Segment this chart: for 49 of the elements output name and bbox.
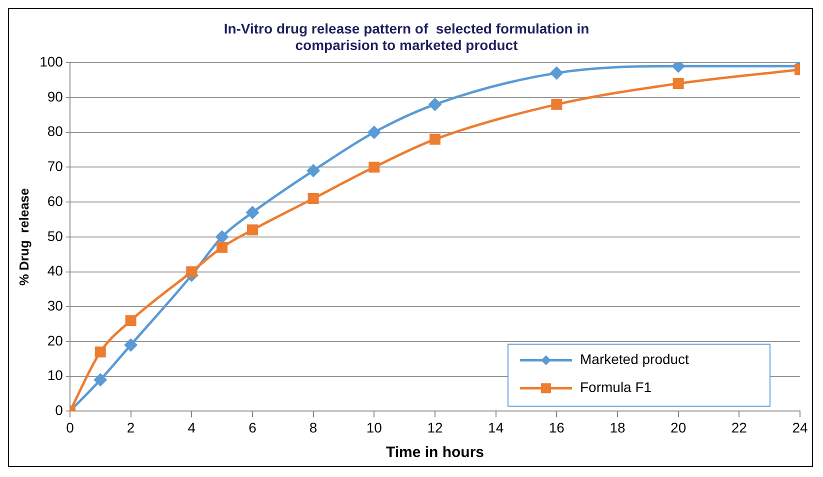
point <box>94 374 107 386</box>
point <box>216 230 228 244</box>
y-tick-label: 80 <box>47 123 64 140</box>
point <box>672 62 685 72</box>
point <box>550 66 563 80</box>
x-tick-label: 10 <box>366 419 382 436</box>
x-tick-label: 0 <box>66 419 74 436</box>
x-tick-label: 18 <box>610 419 626 436</box>
text: In-Vitro drug release pattern of selected formulation in <box>224 20 590 36</box>
x-axis-title: Time in hours <box>386 444 484 462</box>
legend-label: Formula F1 <box>580 379 652 396</box>
point <box>368 126 380 139</box>
y-axis-title: % Drug release <box>16 188 32 286</box>
point <box>429 134 440 145</box>
y-tick-label: 70 <box>47 158 64 174</box>
x-tick-label: 20 <box>670 419 686 436</box>
point <box>308 193 319 204</box>
point <box>124 338 138 352</box>
point <box>307 164 320 177</box>
y-tick-label: 90 <box>47 88 64 104</box>
text: comparision to marketed product <box>295 37 518 54</box>
y-tick-label: 50 <box>47 228 64 244</box>
point <box>368 162 380 173</box>
point <box>246 224 258 236</box>
y-tick-label: 60 <box>47 192 64 209</box>
point <box>94 346 106 358</box>
point <box>186 266 198 278</box>
y-tick-label: 0 <box>55 402 64 418</box>
x-tick-label: 14 <box>488 419 504 436</box>
y-tick-label: 20 <box>47 332 64 348</box>
point <box>551 98 562 110</box>
point <box>216 242 228 253</box>
x-tick-label: 8 <box>309 419 318 436</box>
x-tick-label: 6 <box>248 419 257 436</box>
legend-label: Marketed product <box>580 351 690 368</box>
y-tick-label: 30 <box>47 297 64 314</box>
y-tick-label: 100 <box>40 53 64 70</box>
x-tick-label: 16 <box>548 419 565 436</box>
x-tick-label: 2 <box>126 419 135 436</box>
point <box>672 78 684 90</box>
point <box>246 206 259 219</box>
x-tick-label: 22 <box>731 419 748 436</box>
x-tick-label: 4 <box>188 419 196 436</box>
point <box>125 315 136 326</box>
x-tick-label: 12 <box>427 419 443 436</box>
y-tick-label: 10 <box>47 367 64 384</box>
point <box>428 98 442 111</box>
x-tick-label: 24 <box>792 419 808 436</box>
y-tick-label: 40 <box>47 262 64 279</box>
